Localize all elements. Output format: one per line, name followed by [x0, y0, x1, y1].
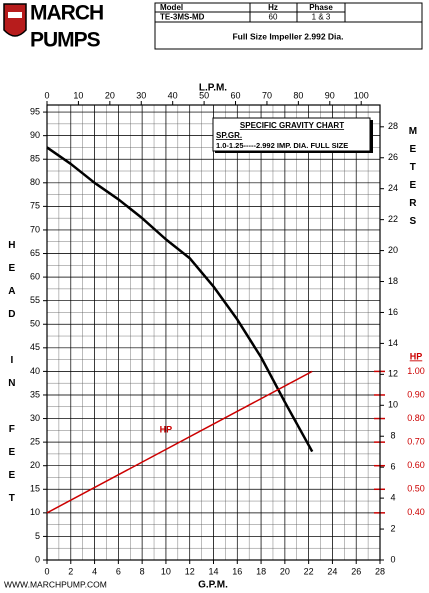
y-tick-label: 40 [30, 366, 40, 376]
table-header: Phase [309, 3, 333, 12]
x-tick-label: 22 [304, 566, 314, 576]
y-tick-label: 90 [30, 130, 40, 140]
x2-tick-label: 90 [325, 90, 335, 100]
y2-tick-label: 28 [388, 121, 398, 131]
series-line [46, 370, 313, 514]
table-border [154, 2, 423, 50]
x2-tick-label: 10 [73, 90, 83, 100]
y-tick-label: 75 [30, 201, 40, 211]
x-tick-label: 8 [140, 566, 145, 576]
y2-tick-label: 2 [390, 523, 395, 533]
y3-tick-label: 0.50 [407, 484, 425, 494]
y2-tick-label: 14 [388, 338, 398, 348]
y-tick-label: 5 [35, 531, 40, 541]
y-tick-label: 50 [30, 319, 40, 329]
y2-tick-label: 20 [388, 245, 398, 255]
y2-tick-label: 10 [388, 400, 398, 410]
y3-tick-label: 0.80 [407, 413, 425, 423]
y2-tick-label: 6 [390, 462, 395, 472]
x-tick-label: 14 [208, 566, 218, 576]
x2-tick-label: 80 [293, 90, 303, 100]
y3-tick-label: 0.70 [407, 436, 425, 446]
x-tick-label: 16 [232, 566, 242, 576]
table-cell: 60 [269, 13, 278, 22]
legend-subtitle: SP.GR. [216, 131, 242, 140]
legend-frame [212, 117, 371, 152]
x-tick-label: 20 [280, 566, 290, 576]
x-tick-label: 0 [44, 566, 49, 576]
x2-tick-label: 70 [262, 90, 272, 100]
x2-tick-label: 100 [354, 90, 369, 100]
x2-tick-label: 20 [105, 90, 115, 100]
y-tick-label: 30 [30, 413, 40, 423]
y3-tick-label: 0.90 [407, 389, 425, 399]
y2-tick-label: 24 [388, 183, 398, 193]
plot-frame [46, 104, 381, 561]
y2-label: METERS [407, 126, 418, 234]
table-note: Full Size Impeller 2.992 Dia. [232, 31, 343, 41]
x-tick-label: 28 [375, 566, 385, 576]
y-tick-label: 35 [30, 389, 40, 399]
y3-label: HP [410, 351, 423, 361]
x2-tick-label: 0 [44, 90, 49, 100]
y3-tick-label: 0.60 [407, 460, 425, 470]
y2-tick-label: 8 [390, 431, 395, 441]
x2-label: L.P.M. [199, 83, 227, 94]
logo-top: MARCH [30, 2, 103, 25]
y-tick-label: 0 [35, 554, 40, 564]
logo-bottom: PUMPS [30, 29, 101, 52]
legend-box: SPECIFIC GRAVITY CHARTSP.GR.1.0-1.25----… [212, 117, 373, 153]
header-table [154, 2, 423, 50]
y-tick-label: 80 [30, 177, 40, 187]
y2-tick-label: 16 [388, 307, 398, 317]
y-tick-label: 20 [30, 460, 40, 470]
y-tick-label: 85 [30, 154, 40, 164]
y2-tick-label: 26 [388, 152, 398, 162]
series-line [46, 146, 314, 453]
x-tick-label: 26 [351, 566, 361, 576]
x-tick-label: 4 [92, 566, 97, 576]
y-tick-label: 65 [30, 248, 40, 258]
x2-tick-label: 40 [168, 90, 178, 100]
x-tick-label: 10 [161, 566, 171, 576]
footer: WWW.MARCHPUMP.COM [4, 579, 107, 589]
series-label: HP [160, 424, 173, 434]
y-tick-label: 95 [30, 106, 40, 116]
y3-tick-label: 1.00 [407, 366, 425, 376]
y2-tick-label: 0 [390, 554, 395, 564]
legend-title: SPECIFIC GRAVITY CHART [240, 121, 344, 130]
x2-tick-label: 30 [136, 90, 146, 100]
table-cell: 1 & 3 [312, 13, 331, 22]
legend-line: 1.0-1.25-----2.992 IMP. DIA. FULL SIZE [216, 141, 348, 150]
x2-tick-label: 50 [199, 90, 209, 100]
y-tick-label: 60 [30, 271, 40, 281]
x-tick-label: 6 [116, 566, 121, 576]
y2-tick-label: 22 [388, 214, 398, 224]
logo: MARCH PUMPS [3, 2, 104, 52]
y-tick-label: 45 [30, 342, 40, 352]
x-tick-label: 12 [185, 566, 195, 576]
y-tick-label: 25 [30, 436, 40, 446]
x-tick-label: 2 [68, 566, 73, 576]
x-tick-label: 18 [256, 566, 266, 576]
y-tick-label: 15 [30, 484, 40, 494]
table-header: Model [160, 3, 183, 12]
x-tick-label: 24 [327, 566, 337, 576]
table-header: Hz [268, 3, 278, 12]
y3-tick-label: 0.40 [407, 507, 425, 517]
table-cell: TE-3MS-MD [160, 13, 205, 22]
x2-tick-label: 60 [231, 90, 241, 100]
y-tick-label: 10 [30, 507, 40, 517]
y-tick-label: 55 [30, 295, 40, 305]
y2-tick-label: 4 [390, 492, 395, 502]
y2-tick-label: 12 [388, 369, 398, 379]
y-tick-label: 70 [30, 224, 40, 234]
logo-shield [3, 3, 27, 37]
y2-tick-label: 18 [388, 276, 398, 286]
x-label: G.P.M. [198, 580, 228, 591]
logo-band [8, 12, 22, 18]
y-label: HEAD IN FEET [6, 240, 17, 516]
